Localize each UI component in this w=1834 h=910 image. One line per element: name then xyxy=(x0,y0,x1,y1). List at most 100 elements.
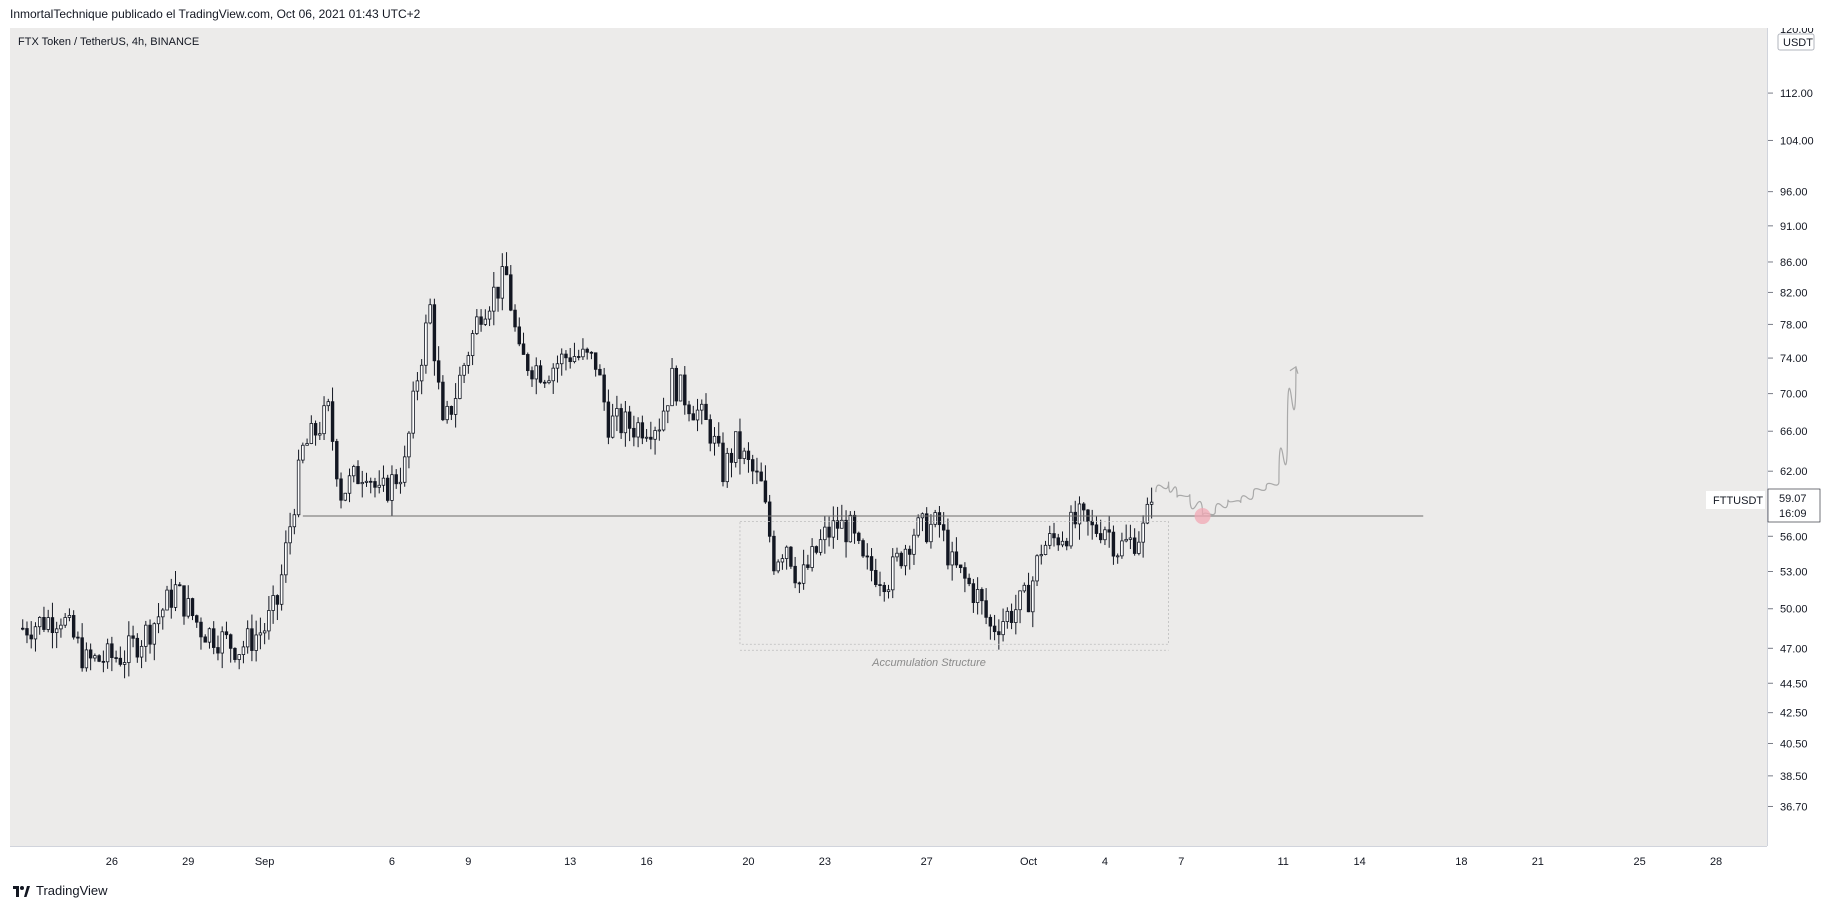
candle-body xyxy=(199,621,203,638)
candle-body xyxy=(581,348,585,358)
time-tick-label: Sep xyxy=(255,856,275,868)
candle-body xyxy=(114,657,118,659)
candle-body xyxy=(63,617,67,626)
candles-layer xyxy=(21,252,1154,679)
candle-body xyxy=(1039,554,1043,557)
candle-body xyxy=(1124,538,1128,542)
last-price-box xyxy=(1767,488,1821,523)
candle-body xyxy=(610,415,615,438)
price-tick-label: 86.00 xyxy=(1780,257,1808,269)
price-tick-label: 50.00 xyxy=(1780,604,1808,616)
candle-body xyxy=(874,570,878,585)
time-tick-label: 25 xyxy=(1634,856,1646,868)
candle-body xyxy=(750,459,755,472)
price-tick-label: 56.00 xyxy=(1780,531,1808,543)
candle-body xyxy=(903,548,908,567)
candle-body xyxy=(152,623,157,645)
candle-body xyxy=(76,636,80,639)
candle-body xyxy=(513,309,517,328)
candle-body xyxy=(330,401,335,442)
candle-body xyxy=(224,631,229,636)
candle-body xyxy=(840,519,844,529)
candle-body xyxy=(84,649,89,669)
candle-body xyxy=(275,595,280,605)
candle-body xyxy=(207,628,212,643)
candle-body xyxy=(93,655,97,659)
candle-body xyxy=(975,589,980,603)
candle-body xyxy=(721,442,725,483)
candle-body xyxy=(424,322,428,366)
candle-body xyxy=(1111,531,1116,557)
candle-body xyxy=(369,480,373,483)
candle-body xyxy=(385,477,390,501)
time-tick-label: 7 xyxy=(1178,856,1184,868)
candle-body xyxy=(734,431,738,463)
candle-body xyxy=(967,577,971,585)
candle-body xyxy=(700,403,704,411)
candle-body xyxy=(267,610,271,632)
time-tick-label: 20 xyxy=(742,856,754,868)
candle-body xyxy=(364,480,369,483)
candle-body xyxy=(564,353,568,359)
candle-body xyxy=(1120,540,1124,557)
candle-body xyxy=(131,635,135,639)
candle-body xyxy=(46,617,50,630)
candle-body xyxy=(1082,503,1086,511)
candle-body xyxy=(997,631,1001,636)
candle-body xyxy=(1069,511,1073,547)
projection-arrowhead xyxy=(1289,365,1299,374)
candle-body xyxy=(992,625,997,633)
last-price-label: 59.07 xyxy=(1779,493,1807,505)
symbol-legend: FTX Token / TetherUS, 4h, BINANCE xyxy=(18,36,199,48)
candle-body xyxy=(441,381,445,421)
candle-body xyxy=(343,492,347,501)
candle-body xyxy=(852,514,857,534)
candle-body xyxy=(755,470,759,473)
candle-body xyxy=(823,526,827,541)
price-tick-label: 44.50 xyxy=(1780,678,1808,690)
candle-body xyxy=(1014,609,1018,623)
candle-body xyxy=(407,432,411,458)
candle-body xyxy=(279,574,284,605)
candle-body xyxy=(432,304,437,362)
candle-body xyxy=(1052,533,1056,539)
price-tick-label: 91.00 xyxy=(1780,221,1808,233)
candle-body xyxy=(322,405,326,435)
candle-body xyxy=(144,624,148,647)
candle-body xyxy=(1073,511,1077,525)
price-axis-panel[interactable] xyxy=(1768,28,1834,846)
candle-body xyxy=(1018,590,1022,611)
time-axis-panel[interactable] xyxy=(10,846,1767,873)
candle-body xyxy=(453,398,458,415)
candle-body xyxy=(127,635,131,663)
candle-body xyxy=(54,628,59,634)
time-tick-label: 29 xyxy=(182,856,194,868)
candle-body xyxy=(504,266,509,276)
candle-body xyxy=(835,520,840,529)
candle-body xyxy=(963,567,967,579)
candle-body xyxy=(428,304,432,324)
candle-body xyxy=(271,595,275,611)
candle-body xyxy=(886,589,891,593)
price-tick-label: 66.00 xyxy=(1780,426,1808,438)
candle-body xyxy=(394,474,398,485)
candle-body xyxy=(899,552,903,567)
candle-body xyxy=(1065,540,1069,547)
candle-body xyxy=(806,564,810,568)
candle-body xyxy=(980,589,984,602)
candle-body xyxy=(105,643,110,663)
candle-body xyxy=(538,365,543,383)
candle-body xyxy=(615,408,619,417)
candle-body xyxy=(492,286,496,312)
candle-body xyxy=(929,523,933,543)
candle-body xyxy=(182,585,186,617)
candle-body xyxy=(895,552,899,558)
candle-body xyxy=(415,380,420,392)
candle-body xyxy=(479,316,483,325)
candle-body xyxy=(445,405,449,421)
price-tick-label: 53.00 xyxy=(1780,566,1808,578)
candle-body xyxy=(636,422,640,438)
candle-body xyxy=(814,546,819,553)
tradingview-footer[interactable]: TradingView xyxy=(10,883,108,898)
plot-area[interactable] xyxy=(10,28,1767,846)
